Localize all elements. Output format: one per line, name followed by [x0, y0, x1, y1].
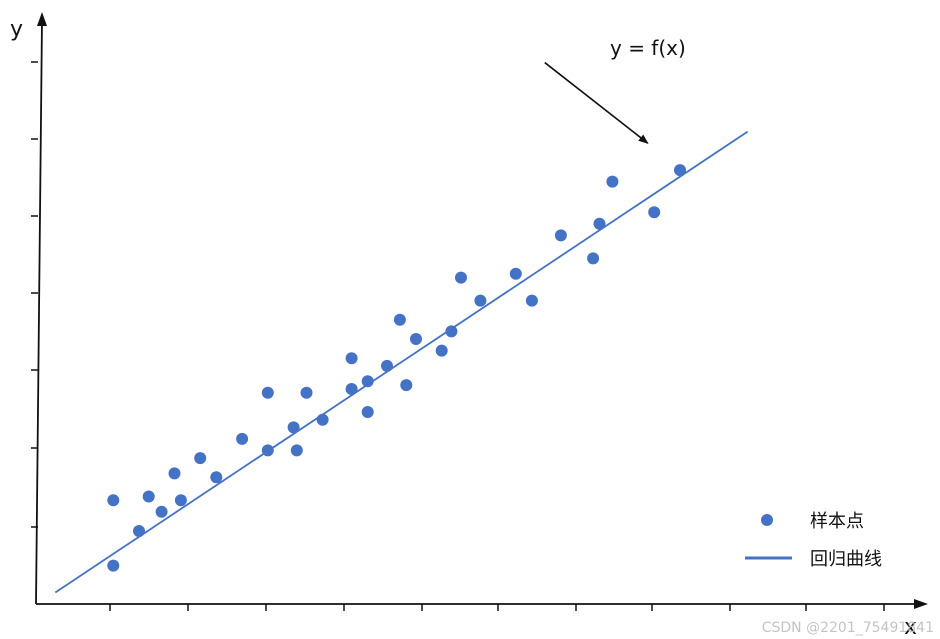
sample-point-33 [593, 217, 606, 230]
x-ticks [109, 604, 885, 611]
sample-point-29 [509, 267, 522, 280]
sample-point-36 [674, 164, 686, 177]
regression-line-group [54, 130, 749, 594]
sample-point-9 [210, 471, 223, 484]
sample-point-3 [133, 525, 145, 537]
watermark: CSDN @2201_75491841 [762, 620, 934, 636]
regression-line [54, 130, 749, 594]
sample-point-24 [410, 333, 422, 345]
annotation-group: y = f(x) [544, 36, 686, 144]
sample-point-23 [400, 379, 413, 392]
sample-point-1 [107, 494, 120, 507]
x-axis-label: x [904, 615, 917, 639]
legend: 样本点 回归曲线 [745, 511, 882, 570]
sample-point-20 [361, 406, 374, 418]
axes: y x [10, 12, 928, 639]
sample-point-10 [236, 432, 249, 445]
legend-label-points: 样本点 [810, 511, 864, 532]
annotation-label: y = f(x) [610, 36, 686, 60]
sample-point-34 [606, 175, 619, 188]
x-axis-arrow [914, 599, 928, 609]
sample-point-16 [316, 413, 329, 426]
sample-point-7 [174, 494, 187, 507]
annotation-arrow [544, 61, 649, 144]
sample-point-18 [345, 352, 358, 365]
y-ticks [31, 61, 38, 528]
sample-point-31 [554, 229, 567, 242]
sample-point-30 [525, 294, 538, 307]
sample-point-8 [194, 452, 207, 465]
sample-point-13 [287, 421, 300, 434]
sample-point-27 [455, 271, 467, 284]
sample-point-4 [142, 490, 155, 503]
sample-point-19 [361, 375, 374, 388]
sample-point-5 [155, 505, 168, 518]
legend-dot-marker [761, 514, 773, 526]
sample-point-11 [261, 386, 274, 399]
sample-point-25 [435, 344, 448, 357]
sample-point-6 [168, 467, 181, 480]
sample-point-26 [445, 325, 458, 338]
sample-point-17 [345, 383, 358, 395]
legend-label-line: 回归曲线 [810, 549, 882, 570]
sample-point-12 [261, 444, 274, 457]
sample-point-22 [393, 313, 406, 326]
sample-point-15 [300, 386, 313, 399]
sample-point-28 [474, 294, 487, 307]
sample-point-2 [107, 559, 120, 572]
sample-point-32 [587, 252, 600, 265]
sample-points-group [107, 164, 686, 572]
y-axis-arrow [37, 12, 47, 26]
y-axis-line [35, 19, 43, 605]
sample-point-35 [648, 206, 661, 219]
y-axis-label: y [10, 17, 23, 42]
sample-point-21 [381, 359, 393, 372]
sample-point-14 [290, 444, 303, 457]
